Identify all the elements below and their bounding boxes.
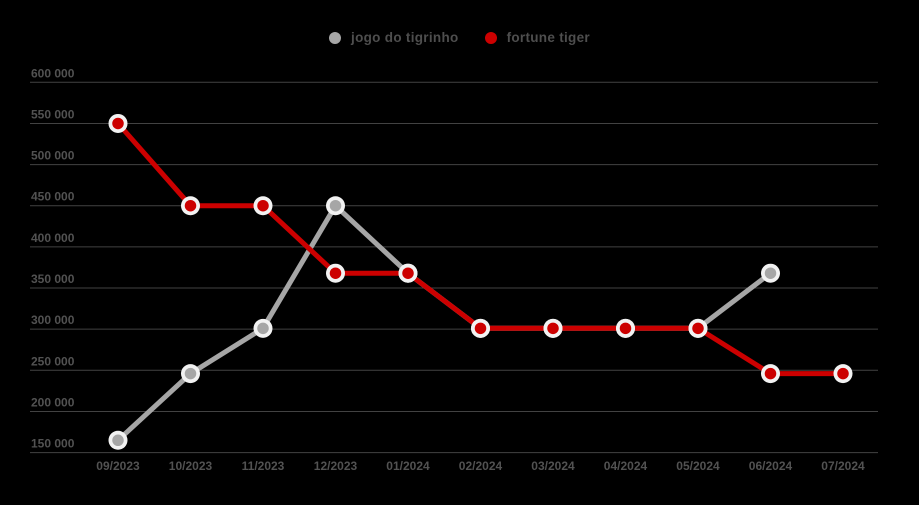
data-point-jogo-do-tigrinho[interactable]: [184, 367, 197, 380]
y-axis-tick-label: 350 000: [31, 272, 75, 286]
y-axis-tick-label: 200 000: [31, 395, 75, 409]
x-axis-tick-label: 05/2024: [676, 459, 720, 473]
y-axis-tick-label: 300 000: [31, 313, 75, 327]
data-point-fortune-tiger[interactable]: [474, 322, 487, 335]
data-point-jogo-do-tigrinho[interactable]: [112, 434, 124, 447]
data-point-fortune-tiger[interactable]: [764, 367, 777, 380]
series-color-dot-icon: [329, 31, 342, 44]
x-axis-tick-label: 02/2024: [459, 459, 503, 473]
y-axis-tick-label: 550 000: [31, 107, 75, 121]
legend-label: jogo do tigrinho: [351, 30, 459, 45]
x-axis-tick-label: 01/2024: [386, 459, 430, 473]
x-axis-tick-label: 04/2024: [604, 459, 648, 473]
y-axis-tick-label: 250 000: [31, 354, 75, 368]
data-point-fortune-tiger[interactable]: [547, 322, 559, 335]
y-axis-tick-label: 150 000: [31, 437, 75, 451]
x-axis-tick-label: 06/2024: [749, 459, 793, 473]
data-point-jogo-do-tigrinho[interactable]: [764, 267, 777, 279]
legend-label: fortune tiger: [506, 30, 590, 45]
y-axis-tick-label: 400 000: [31, 231, 75, 245]
y-axis-tick-label: 450 000: [31, 190, 75, 204]
data-point-fortune-tiger[interactable]: [692, 322, 704, 335]
data-point-fortune-tiger[interactable]: [619, 322, 632, 335]
data-point-fortune-tiger[interactable]: [402, 267, 414, 279]
x-axis-tick-label: 09/2023: [96, 459, 140, 473]
chart-legend: jogo do tigrinho fortune tiger: [0, 30, 919, 45]
y-axis-tick-label: 500 000: [31, 149, 75, 163]
data-point-jogo-do-tigrinho[interactable]: [329, 199, 342, 212]
x-axis-tick-label: 03/2024: [531, 459, 575, 473]
data-point-fortune-tiger[interactable]: [329, 267, 342, 279]
data-point-fortune-tiger[interactable]: [257, 199, 269, 212]
data-point-fortune-tiger[interactable]: [184, 199, 197, 212]
data-point-jogo-do-tigrinho[interactable]: [257, 322, 269, 335]
legend-item-fortune-tiger[interactable]: fortune tiger: [484, 30, 590, 45]
x-axis-tick-label: 11/2023: [242, 459, 285, 473]
data-point-fortune-tiger[interactable]: [837, 367, 849, 380]
series-color-dot-icon: [484, 31, 497, 44]
x-axis-tick-label: 12/2023: [314, 459, 358, 473]
data-point-fortune-tiger[interactable]: [112, 117, 124, 130]
x-axis-tick-label: 07/2024: [821, 459, 865, 473]
x-axis-tick-label: 10/2023: [169, 459, 213, 473]
series-line-jogo-do-tigrinho: [116, 203, 773, 443]
legend-item-jogo-do-tigrinho[interactable]: jogo do tigrinho: [329, 30, 459, 45]
y-axis-tick-label: 600 000: [31, 66, 75, 80]
